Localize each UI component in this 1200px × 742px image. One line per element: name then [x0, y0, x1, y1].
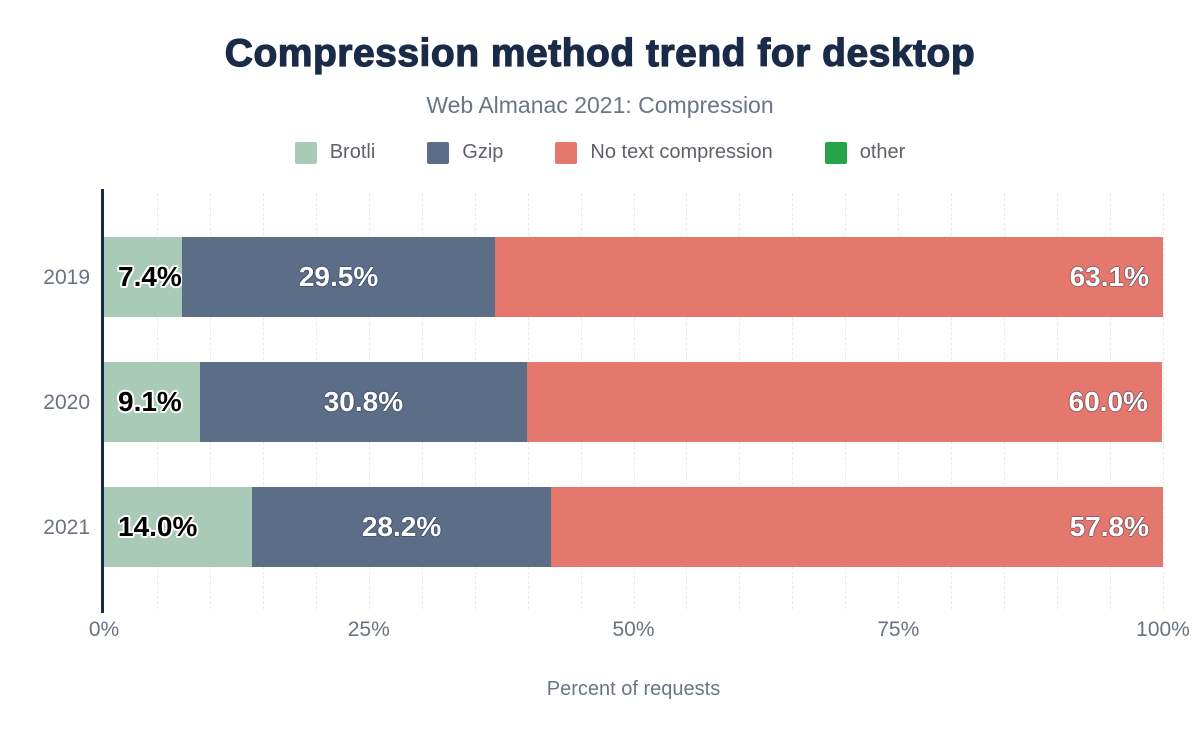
bar-value-label: 28.2%	[361, 511, 442, 542]
plot-area: 7.4% 29.5% 63.1% 9.1% 30.8% 60.0% 14.0% 28.2% 57…	[101, 189, 1164, 613]
x-tick-75: 75%	[877, 618, 920, 641]
chart-subtitle: Web Almanac 2021: Compression	[426, 92, 774, 118]
y-axis-line	[101, 189, 104, 613]
bar-segment-brotli-2021[interactable]: 14.0%	[104, 487, 253, 567]
bar-segment-gzip-2019[interactable]: 29.5%	[182, 237, 495, 317]
legend-swatch-icon	[824, 141, 847, 164]
bar-segment-no-text-compression-2019[interactable]: 63.1%	[494, 237, 1163, 317]
bar-value-label: 7.4%	[118, 261, 182, 292]
x-tick-0: 0%	[88, 618, 120, 641]
bar-segment-brotli-2019[interactable]: 7.4%	[104, 237, 183, 317]
x-axis-title: Percent of requests	[546, 678, 721, 700]
legend-item-gzip[interactable]: Gzip	[427, 141, 503, 164]
bar-value-label: 60.0%	[1068, 386, 1148, 417]
gridline-100	[1163, 193, 1164, 609]
legend-item-brotli[interactable]: Brotli	[294, 141, 376, 164]
bar-value-label: 14.0%	[118, 511, 198, 542]
legend-label: Gzip	[462, 141, 504, 163]
bar-segment-gzip-2020[interactable]: 30.8%	[200, 362, 527, 442]
legend: Brotli Gzip No text compression other	[0, 141, 1200, 164]
x-tick-50: 50%	[612, 618, 655, 641]
legend-swatch-icon	[555, 141, 578, 164]
bar-row-2021: 14.0% 28.2% 57.8%	[104, 487, 1163, 567]
bar-segment-brotli-2020[interactable]: 9.1%	[104, 362, 201, 442]
y-label-2019: 2019	[43, 266, 90, 289]
bar-row-2020: 9.1% 30.8% 60.0%	[104, 362, 1163, 442]
bar-value-label: 29.5%	[298, 261, 379, 292]
legend-swatch-icon	[294, 141, 317, 164]
y-label-2020: 2020	[43, 391, 90, 414]
legend-item-other[interactable]: other	[824, 141, 906, 164]
bar-segment-no-text-compression-2021[interactable]: 57.8%	[550, 487, 1163, 567]
legend-label: No text compression	[590, 141, 773, 163]
bar-segment-gzip-2021[interactable]: 28.2%	[252, 487, 551, 567]
bar-segment-no-text-compression-2020[interactable]: 60.0%	[526, 362, 1162, 442]
bar-value-label: 57.8%	[1069, 511, 1149, 542]
legend-label: other	[859, 141, 906, 163]
x-tick-25: 25%	[347, 618, 390, 641]
x-tick-100: 100%	[1136, 618, 1190, 641]
bar-row-2019: 7.4% 29.5% 63.1%	[104, 237, 1163, 317]
legend-swatch-icon	[427, 141, 450, 164]
legend-label: Brotli	[329, 141, 376, 163]
y-label-2021: 2021	[43, 516, 90, 539]
legend-item-no-text-compression[interactable]: No text compression	[555, 141, 773, 164]
y-axis-labels: 2019 2020 2021	[0, 193, 90, 609]
chart-title: Compression method trend for desktop	[224, 31, 976, 75]
bar-value-label: 63.1%	[1069, 261, 1149, 292]
bar-value-label: 30.8%	[323, 386, 404, 417]
x-axis-ticks: 0% 25% 50% 75% 100%	[89, 618, 1190, 648]
bar-value-label: 9.1%	[118, 386, 182, 417]
